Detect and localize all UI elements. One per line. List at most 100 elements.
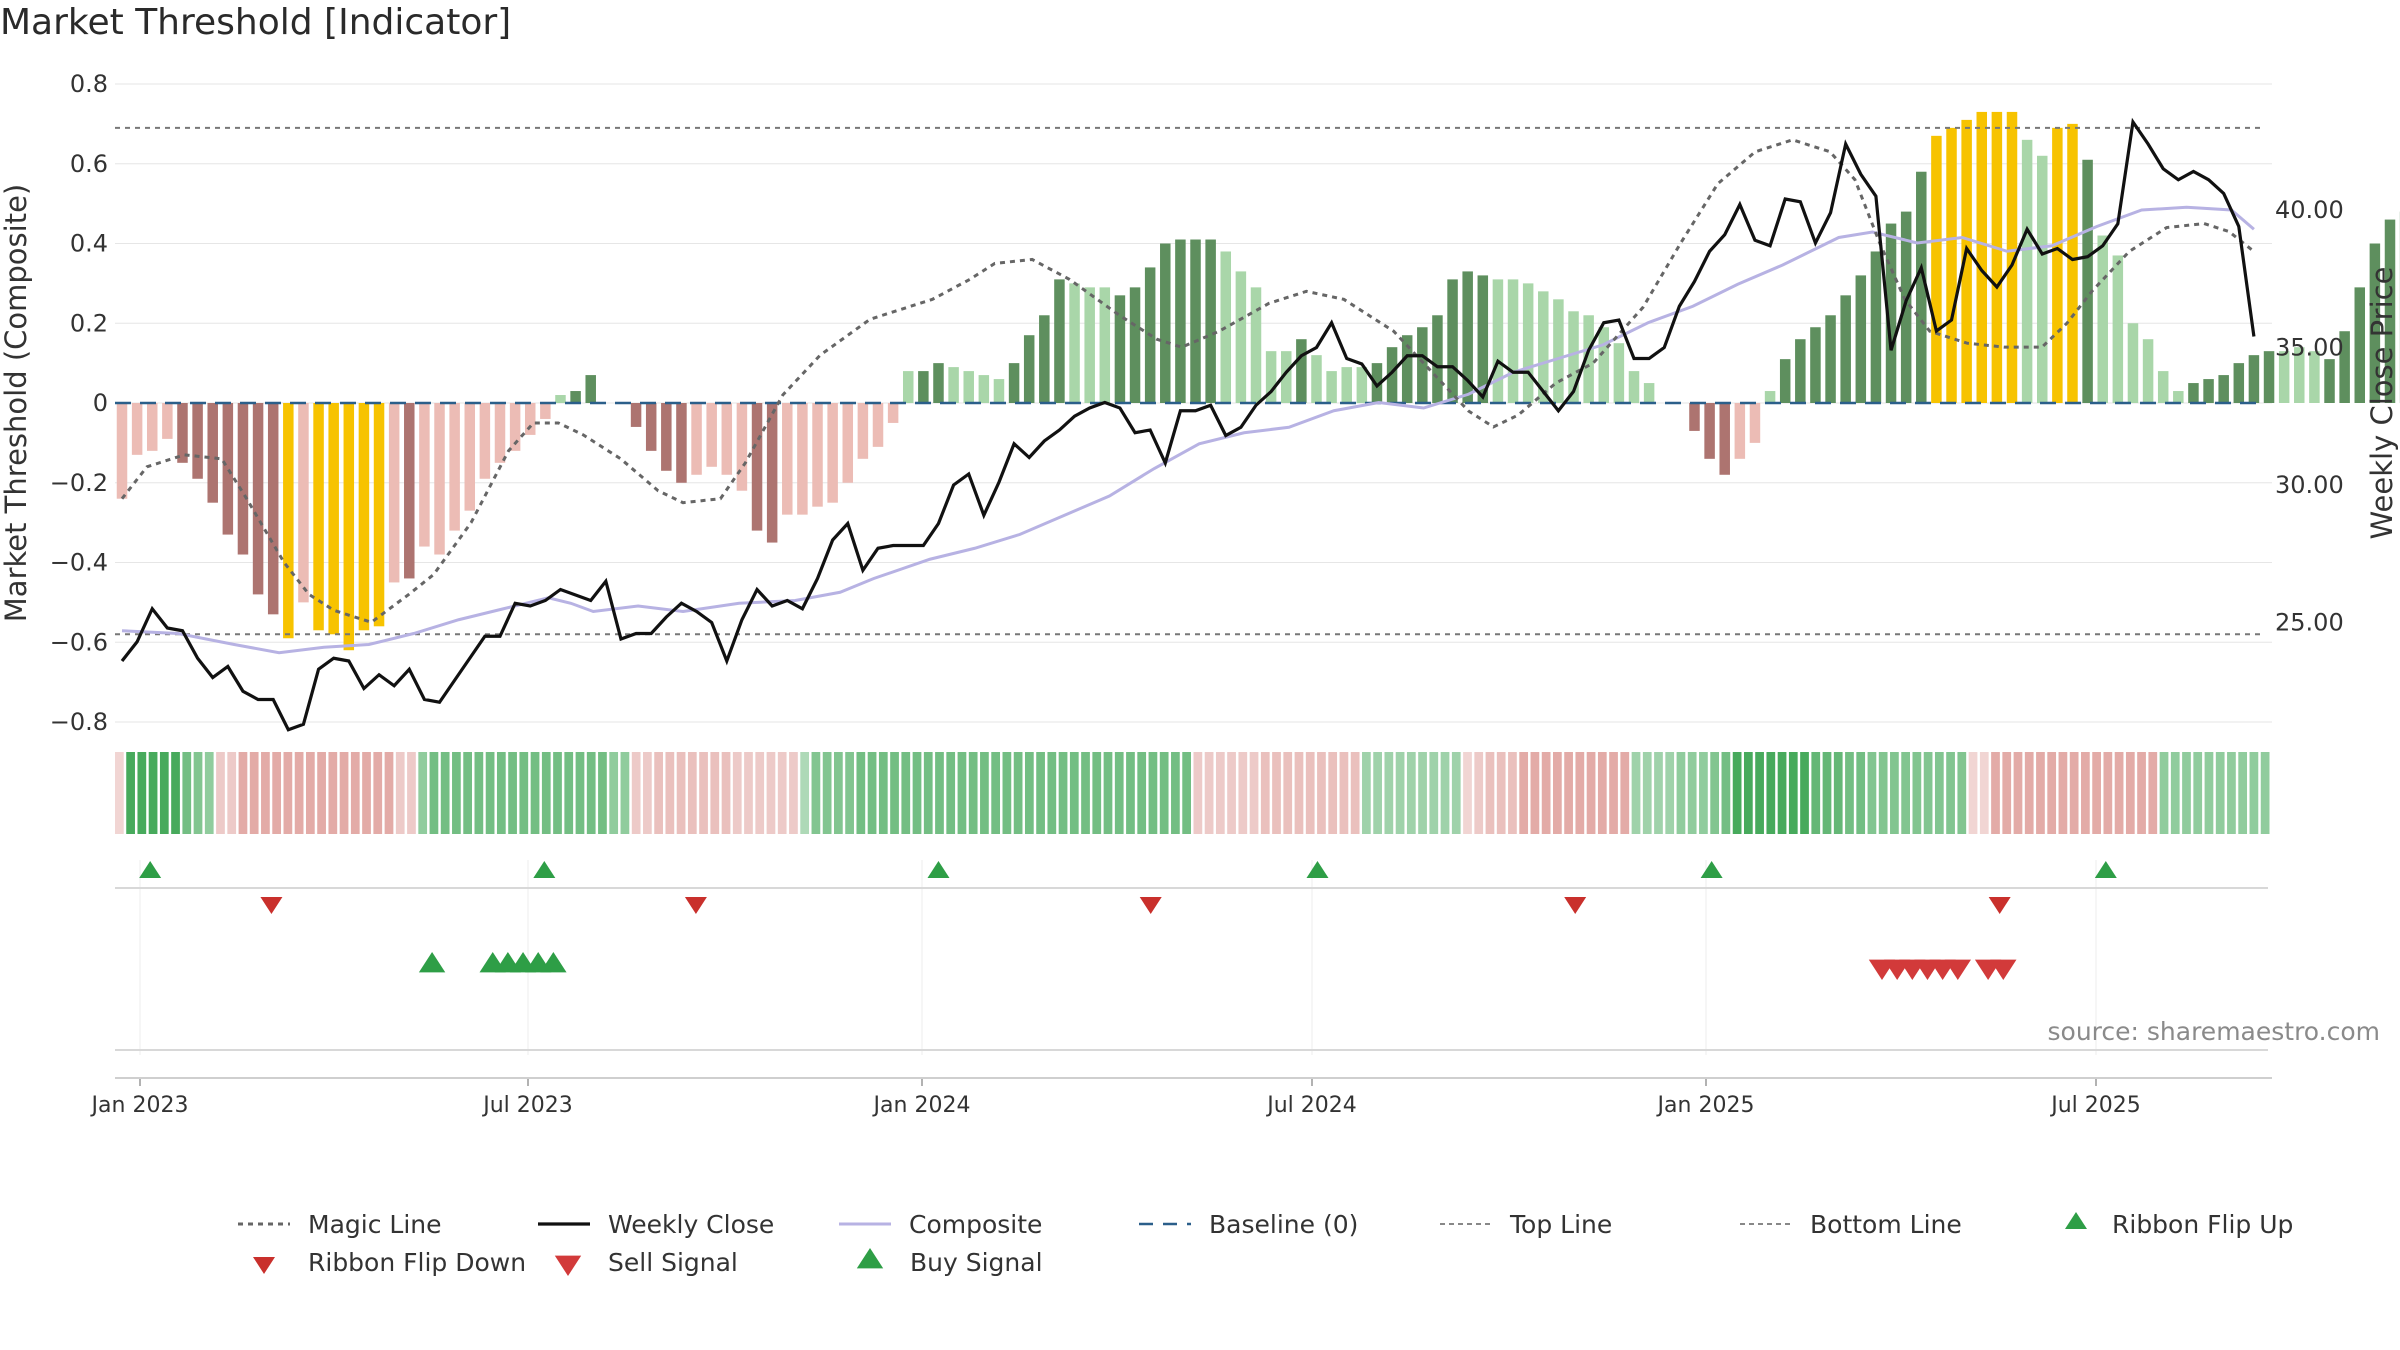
ribbon-cell	[1867, 752, 1877, 834]
ribbon-cell	[2069, 752, 2079, 834]
histogram-bar	[1326, 371, 1337, 403]
legend-item-baseline: Baseline (0)	[1139, 1210, 1358, 1239]
ribbon-cell	[867, 752, 877, 834]
histogram-bar	[1492, 279, 1504, 403]
ribbon-flip-up-marker	[2094, 861, 2117, 878]
ribbon-cell	[1676, 752, 1686, 834]
left-tick-label: −0.4	[50, 549, 108, 577]
ribbon-cell	[171, 752, 180, 834]
histogram-bar	[2339, 331, 2350, 403]
ribbon-cell	[1215, 752, 1225, 834]
ribbon-cell	[2002, 752, 2012, 834]
histogram-bar	[1522, 283, 1534, 403]
legend-label: Buy Signal	[910, 1248, 1043, 1277]
ribbon-cell	[1350, 752, 1360, 834]
histogram-bar	[1916, 171, 1927, 403]
histogram-bar	[1734, 403, 1746, 459]
ribbon-cell	[1609, 752, 1618, 834]
ribbon-cell	[676, 752, 686, 834]
histogram-bar	[2157, 371, 2169, 403]
ribbon-cell	[1530, 752, 1540, 834]
ribbon-cell	[946, 752, 956, 834]
histogram-bar	[1084, 287, 1095, 403]
legend-item-flipdown: Ribbon Flip Down	[308, 1248, 526, 1277]
histogram-bar	[2112, 255, 2124, 403]
histogram-bar	[1371, 363, 1383, 403]
histogram-bar	[1870, 251, 1882, 403]
histogram-bar	[1447, 279, 1458, 403]
histogram-bar	[2052, 127, 2063, 404]
ribbon-cell	[2159, 752, 2169, 834]
histogram-bar	[2006, 111, 2018, 403]
ribbon-cell	[564, 752, 574, 834]
ribbon-cell	[1777, 752, 1787, 834]
ribbon-cell	[2137, 752, 2146, 834]
ribbon-cell	[2238, 752, 2248, 834]
right-tick-label: 35.00	[2275, 334, 2344, 362]
ribbon-cell	[2193, 752, 2203, 834]
ribbon-cell	[1564, 752, 1573, 834]
ribbon-cell	[2249, 752, 2259, 834]
ribbon-cell	[2058, 752, 2068, 834]
histogram-bar	[1190, 239, 1201, 403]
ribbon-cell	[1249, 752, 1259, 834]
histogram-bar	[207, 403, 218, 503]
ribbon-cell	[2227, 752, 2236, 834]
ribbon-cell	[1991, 752, 2000, 834]
ribbon-cell	[1260, 752, 1270, 834]
ribbon-cell	[1069, 752, 1079, 834]
histogram-bar	[842, 403, 854, 483]
histogram-bar	[1855, 275, 1867, 403]
ribbon-flip-up-marker	[139, 861, 162, 878]
histogram-bar	[2263, 351, 2275, 403]
histogram-bar	[1795, 339, 1806, 403]
histogram-bar	[1220, 251, 1232, 403]
histogram-bar	[918, 371, 929, 403]
ribbon-cell	[811, 752, 821, 834]
ribbon-cell	[1092, 752, 1102, 834]
histogram-bar	[1099, 287, 1111, 403]
x-tick-label: Jul 2023	[481, 1093, 573, 1118]
ribbon-cell	[227, 752, 237, 834]
histogram-bar	[2188, 383, 2199, 403]
legend-label: Magic Line	[308, 1210, 442, 1239]
histogram-bar	[2309, 351, 2320, 403]
histogram-bar	[1432, 315, 1443, 403]
ribbon-cell	[272, 752, 282, 834]
histogram-bar	[1961, 119, 1972, 403]
ribbon-cell	[1687, 752, 1697, 834]
histogram-bar	[1008, 363, 1020, 403]
legend-label: Composite	[909, 1210, 1042, 1239]
sell-signal-marker	[1944, 959, 1971, 980]
ribbon-cell	[2103, 752, 2113, 834]
ribbon-cell	[878, 752, 888, 834]
ribbon-cell	[1597, 752, 1607, 834]
histogram-bar	[162, 403, 173, 439]
histogram-bar	[1643, 383, 1655, 403]
ribbon-cell	[2204, 752, 2214, 834]
left-tick-label: 0.8	[70, 70, 108, 98]
histogram-bar	[1296, 339, 1307, 403]
histogram-bar	[1976, 111, 1988, 403]
histogram-bar	[479, 403, 491, 479]
ribbon-cell	[1654, 752, 1663, 834]
ribbon-cell	[1788, 752, 1798, 834]
histogram-bar	[1764, 391, 1776, 403]
ribbon-flip-up-marker	[533, 861, 556, 878]
histogram-bar	[267, 403, 279, 615]
histogram-bar	[570, 391, 581, 403]
ribbon-cell	[305, 752, 315, 834]
ribbon-cell	[328, 752, 338, 834]
ribbon-cell	[1878, 752, 1888, 834]
legend-item-top: Top Line	[1440, 1210, 1612, 1239]
ribbon-cell	[193, 752, 203, 834]
ribbon-cell	[1968, 752, 1978, 834]
histogram-bar	[1613, 343, 1625, 403]
ribbon-cell	[665, 752, 675, 834]
buy-signal-marker	[540, 952, 567, 973]
ribbon-cell	[452, 752, 461, 834]
histogram-bar	[540, 403, 551, 419]
ribbon-cell	[654, 752, 663, 834]
ribbon-cell	[159, 752, 169, 834]
ribbon-cell	[339, 752, 349, 834]
